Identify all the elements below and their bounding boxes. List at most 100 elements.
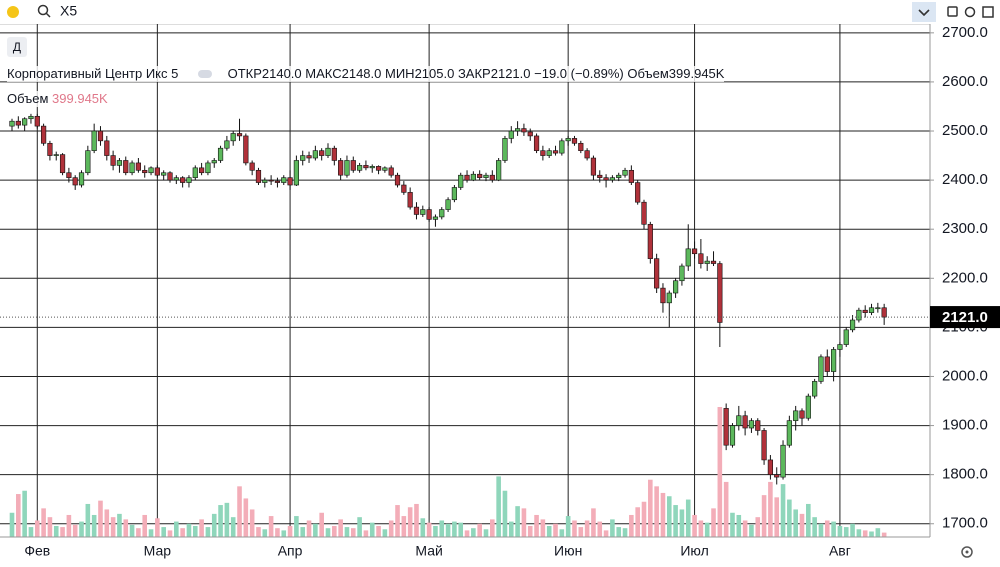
- volume-bar: [294, 516, 299, 537]
- volume-bar: [761, 495, 767, 537]
- candle-body: [236, 133, 243, 137]
- candle-body: [356, 165, 363, 171]
- volume-bar: [243, 498, 249, 537]
- search-icon[interactable]: [37, 4, 49, 16]
- volume-bar: [603, 530, 609, 537]
- candle-body: [559, 140, 565, 154]
- volume-bar: [98, 500, 103, 537]
- y-tick-label: 2700.0: [942, 24, 988, 41]
- candle-body: [862, 309, 868, 313]
- volume-bar: [388, 520, 394, 537]
- candle-body: [363, 165, 369, 169]
- candle-body: [502, 138, 508, 161]
- volume-legend-label: Объем: [7, 91, 49, 106]
- volume-bar: [692, 514, 697, 537]
- volume-bar: [104, 509, 110, 537]
- price-axis-panel: [930, 24, 1000, 567]
- volume-bar: [192, 525, 198, 537]
- volume-bar: [28, 527, 34, 537]
- candle-body: [729, 425, 736, 446]
- volume-bar: [717, 407, 723, 537]
- volume-bar: [433, 525, 438, 537]
- volume-bar: [584, 520, 590, 537]
- volume-bar: [205, 527, 211, 537]
- volume-bar: [426, 522, 432, 537]
- candle-body: [53, 154, 59, 156]
- volume-bar: [376, 525, 381, 537]
- candle-body: [192, 167, 198, 178]
- candle-body: [274, 180, 281, 183]
- volume-bar: [452, 521, 457, 537]
- high-label: МАКС: [305, 66, 342, 81]
- volume-bar: [306, 520, 312, 537]
- volume-bar: [401, 516, 407, 537]
- volume-bar: [148, 529, 154, 537]
- y-tick-label: 1700.0: [942, 515, 988, 532]
- volume-bar: [66, 514, 72, 537]
- volume-bar: [875, 528, 881, 537]
- candle-body: [628, 169, 634, 183]
- candle-body: [805, 395, 811, 419]
- axis-settings[interactable]: [961, 546, 973, 558]
- volume-bar: [654, 486, 659, 537]
- candle-body: [293, 160, 300, 186]
- dropdown-icon: [918, 9, 930, 17]
- candle-body: [571, 138, 578, 144]
- volume-bar: [34, 520, 40, 537]
- candle-body: [672, 280, 679, 294]
- volume-bar: [515, 506, 520, 537]
- candle-body: [413, 206, 420, 215]
- candle-body: [123, 160, 129, 174]
- candle-body: [856, 309, 862, 321]
- toolbar-icons: X5: [7, 2, 994, 22]
- volume-bar: [369, 522, 375, 537]
- volume-bar: [22, 490, 27, 537]
- volume-value: 399.945K: [668, 66, 725, 81]
- candle-body: [464, 174, 470, 181]
- volume-bar: [793, 509, 798, 537]
- legend-line: Корпоративный Центр Икс 5 ОТКР2140.0 МАК…: [7, 66, 725, 82]
- candle-body: [824, 356, 830, 372]
- interval-button[interactable]: Д: [7, 37, 27, 57]
- candle-body: [22, 118, 28, 126]
- candle-body: [508, 130, 514, 139]
- volume-bar: [818, 523, 824, 537]
- candle-body: [533, 135, 540, 151]
- volume-bar: [300, 527, 306, 537]
- candle-body: [154, 167, 160, 176]
- volume-bar: [41, 508, 46, 537]
- chart: 1700.01800.01900.02000.02100.02200.02300…: [0, 24, 1000, 567]
- window-button[interactable]: [947, 6, 958, 17]
- low-value: 2105.0: [414, 66, 455, 81]
- volume-bar: [72, 524, 78, 537]
- candle-body: [281, 177, 287, 183]
- volume-bar: [249, 509, 255, 537]
- volume-bar: [698, 520, 704, 537]
- last-price-label: 2121.0: [942, 309, 988, 326]
- volume-bar: [161, 527, 166, 537]
- candle-body: [742, 415, 748, 429]
- candle-body: [161, 172, 167, 176]
- volume-bar: [237, 486, 242, 537]
- symbol-input[interactable]: X5: [60, 3, 77, 19]
- x-tick-label: Авг: [829, 543, 851, 559]
- candle-body: [205, 162, 211, 174]
- volume-bar: [357, 517, 362, 537]
- dropdown-button[interactable]: [912, 2, 936, 22]
- volume-bar: [338, 519, 343, 537]
- x-tick-label: Фев: [24, 543, 50, 559]
- x-tick-label: Апр: [278, 543, 303, 559]
- candle-body: [704, 260, 710, 264]
- y-tick-label: 1800.0: [942, 466, 988, 483]
- candle-body: [812, 381, 818, 397]
- volume-bar: [685, 499, 691, 537]
- candle-body: [849, 319, 856, 331]
- volume-bar: [704, 522, 710, 537]
- volume-bar: [666, 496, 672, 537]
- expand-button[interactable]: [982, 6, 994, 18]
- volume-bar: [344, 527, 350, 537]
- candle-body: [875, 307, 881, 310]
- volume-bar: [445, 523, 451, 537]
- settings-button[interactable]: [964, 6, 976, 18]
- visibility-toggle[interactable]: [197, 70, 212, 78]
